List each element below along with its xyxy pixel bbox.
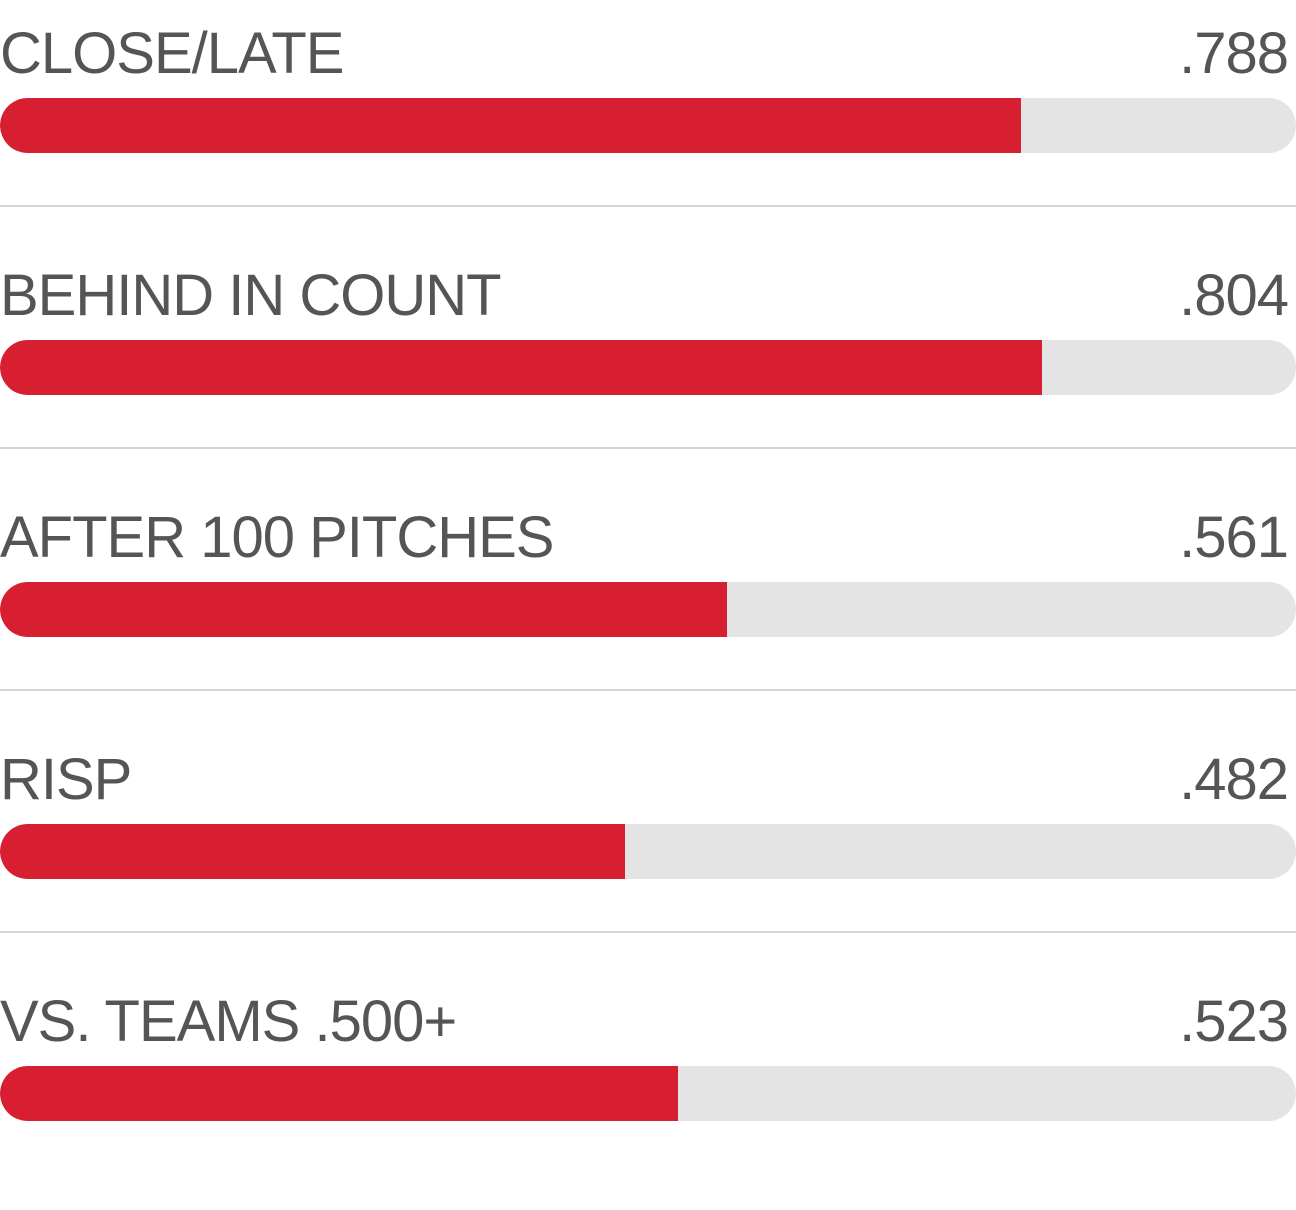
bar-fill (0, 98, 1021, 153)
value-label: .804 (1179, 263, 1289, 328)
bar-fill (0, 340, 1042, 395)
bar-track (0, 582, 1296, 637)
stat-row: RISP .482 (0, 726, 1296, 968)
row-divider (0, 205, 1296, 207)
bar-fill (0, 1066, 678, 1121)
category-label: BEHIND IN COUNT (0, 263, 502, 328)
bar-track (0, 824, 1296, 879)
row-divider (0, 447, 1296, 449)
stat-bar-chart: CLOSE/LATE .788 BEHIND IN COUNT .804 AFTER 1… (0, 0, 1296, 1121)
row-divider (0, 689, 1296, 691)
value-label: .788 (1179, 21, 1289, 86)
stat-row: VS. TEAMS .500+ .523 (0, 968, 1296, 1210)
category-label: VS. TEAMS .500+ (0, 989, 457, 1054)
bar-track (0, 1066, 1296, 1121)
bar-track (0, 340, 1296, 395)
row-divider (0, 931, 1296, 933)
bar-fill (0, 824, 625, 879)
category-label: CLOSE/LATE (0, 21, 344, 86)
stat-row: BEHIND IN COUNT .804 (0, 242, 1296, 484)
stat-row: CLOSE/LATE .788 (0, 0, 1296, 242)
value-label: .482 (1179, 747, 1289, 812)
category-label: RISP (0, 747, 132, 812)
category-label: AFTER 100 PITCHES (0, 505, 554, 570)
stat-row: AFTER 100 PITCHES .561 (0, 484, 1296, 726)
value-label: .523 (1179, 989, 1289, 1054)
value-label: .561 (1179, 505, 1289, 570)
bar-fill (0, 582, 727, 637)
bar-track (0, 98, 1296, 153)
